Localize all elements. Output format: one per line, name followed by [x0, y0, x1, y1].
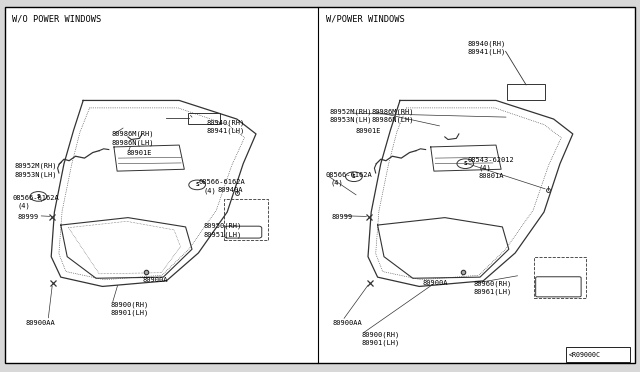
- Text: 80941(LH): 80941(LH): [467, 49, 506, 55]
- Text: 80900(RH): 80900(RH): [362, 331, 400, 338]
- Text: 80986M(RH): 80986M(RH): [112, 131, 154, 137]
- Text: 80999: 80999: [18, 214, 39, 219]
- Text: 80986N(LH): 80986N(LH): [112, 140, 154, 147]
- Text: 08566-6162A: 08566-6162A: [198, 179, 245, 185]
- FancyBboxPatch shape: [536, 277, 581, 297]
- Text: 80952M(RH): 80952M(RH): [14, 162, 56, 169]
- Text: 80986M(RH): 80986M(RH): [371, 108, 413, 115]
- Text: 80901E: 80901E: [355, 128, 381, 134]
- Text: 80941(LH): 80941(LH): [206, 128, 244, 134]
- FancyBboxPatch shape: [5, 7, 635, 363]
- Text: 80901(LH): 80901(LH): [110, 309, 148, 316]
- FancyBboxPatch shape: [188, 113, 220, 124]
- Text: S: S: [463, 161, 467, 166]
- Text: (4): (4): [18, 203, 31, 209]
- Text: 80986N(LH): 80986N(LH): [371, 116, 413, 123]
- Text: 80901E: 80901E: [126, 150, 152, 156]
- Text: (4): (4): [204, 187, 216, 194]
- Text: 08566-6162A: 08566-6162A: [325, 172, 372, 178]
- Text: 80940(RH): 80940(RH): [467, 41, 506, 47]
- Text: 80940A: 80940A: [218, 187, 243, 193]
- Text: 80999: 80999: [332, 214, 353, 219]
- Text: 80900AA: 80900AA: [333, 320, 362, 326]
- Text: 80952M(RH): 80952M(RH): [330, 108, 372, 115]
- Text: 80961(LH): 80961(LH): [474, 288, 512, 295]
- Text: 80960(RH): 80960(RH): [474, 280, 512, 287]
- Text: 80901(LH): 80901(LH): [362, 340, 400, 346]
- FancyBboxPatch shape: [225, 226, 262, 238]
- Text: 80801A: 80801A: [479, 173, 504, 179]
- Text: 80950(RH): 80950(RH): [204, 223, 242, 230]
- Text: 08543-62012: 08543-62012: [467, 157, 514, 163]
- Text: 80900A: 80900A: [422, 280, 448, 286]
- Text: W/O POWER WINDOWS: W/O POWER WINDOWS: [12, 15, 100, 24]
- Text: 80900AA: 80900AA: [26, 320, 55, 326]
- FancyBboxPatch shape: [566, 347, 630, 362]
- Text: 80940(RH): 80940(RH): [206, 119, 244, 126]
- Text: S: S: [36, 194, 40, 199]
- Text: W/POWER WINDOWS: W/POWER WINDOWS: [326, 15, 405, 24]
- Text: 08566-6162A: 08566-6162A: [13, 195, 60, 201]
- Text: 80951(LH): 80951(LH): [204, 231, 242, 238]
- Text: <R09000C: <R09000C: [568, 352, 600, 357]
- FancyBboxPatch shape: [507, 84, 545, 100]
- Text: (4): (4): [479, 165, 492, 171]
- Text: 80900A: 80900A: [142, 277, 168, 283]
- Text: (4): (4): [330, 180, 343, 186]
- Text: 80900(RH): 80900(RH): [110, 301, 148, 308]
- Text: 80953N(LH): 80953N(LH): [14, 171, 56, 178]
- Text: 80953N(LH): 80953N(LH): [330, 116, 372, 123]
- Text: S: S: [352, 174, 356, 179]
- Text: S: S: [195, 182, 199, 187]
